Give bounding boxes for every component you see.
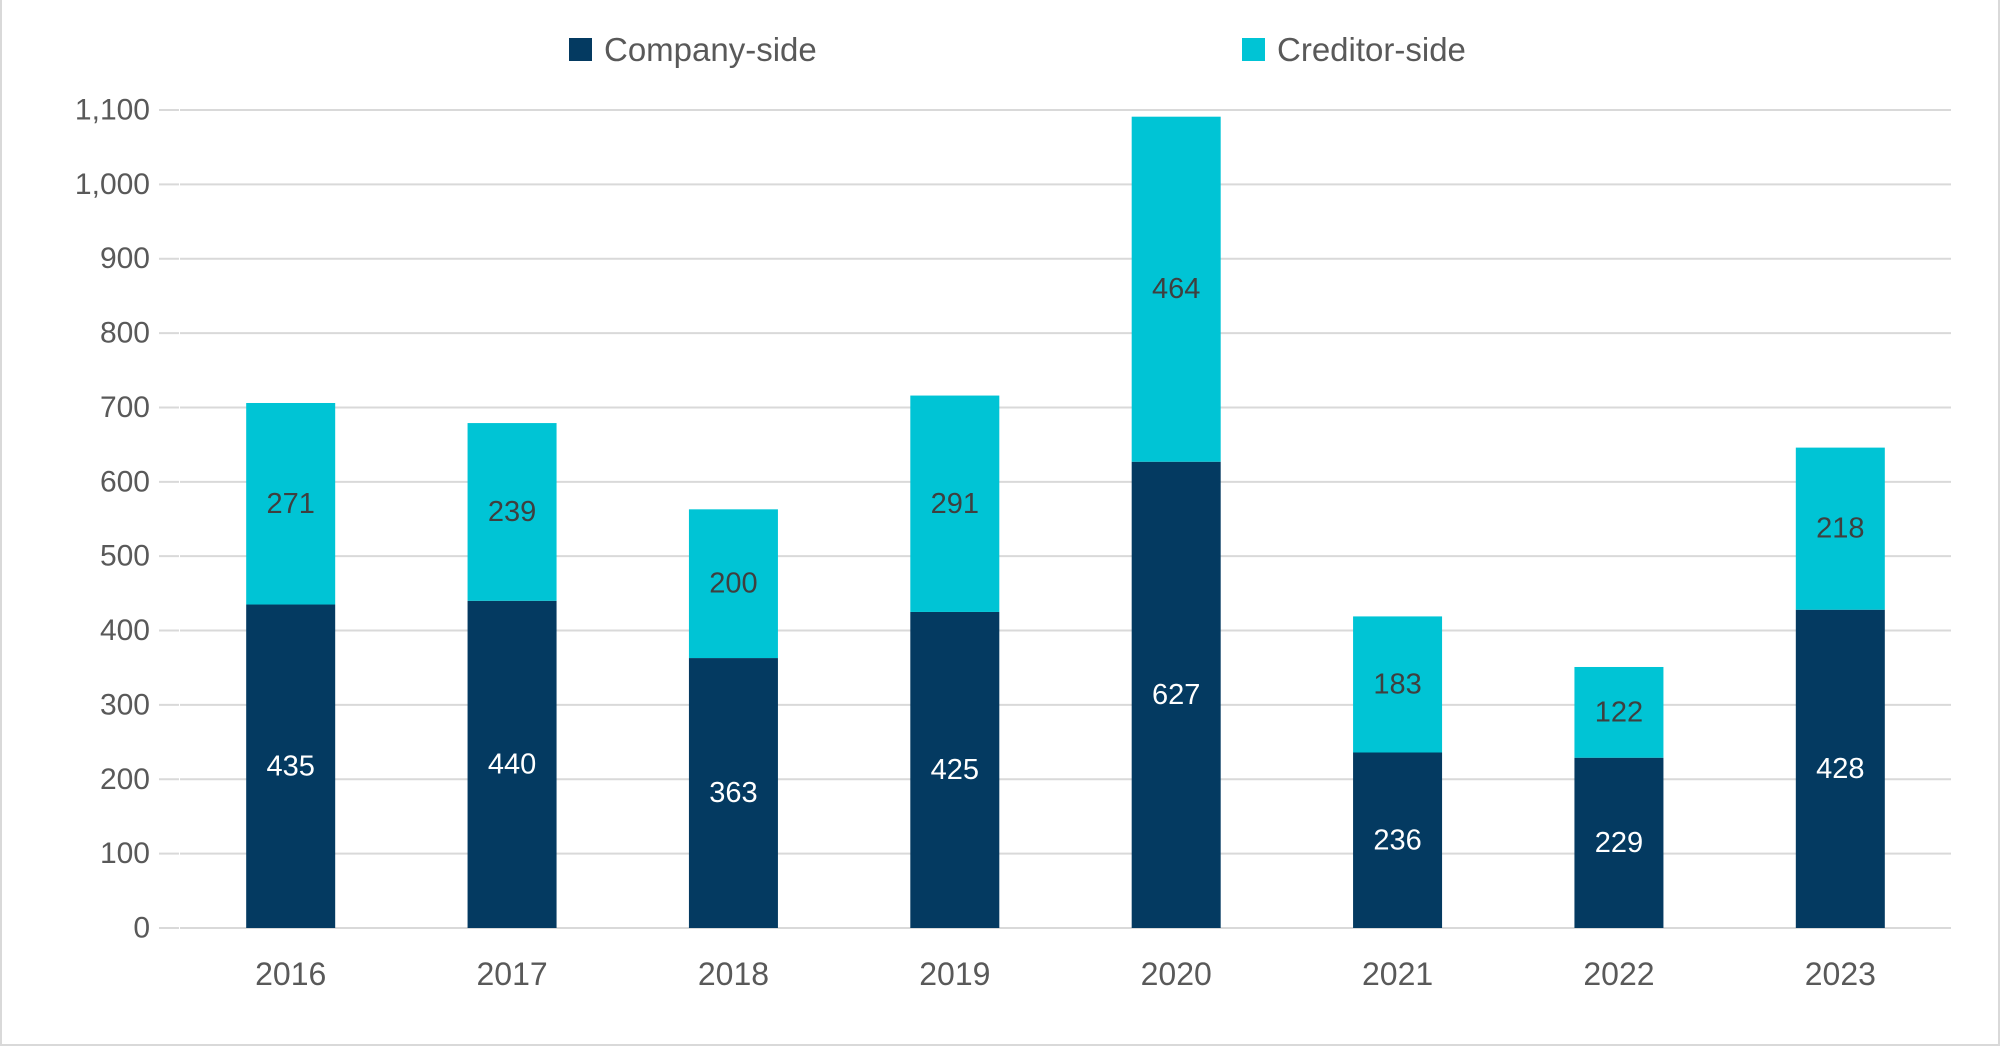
data-label-company-side-2022: 229 [1595,827,1643,859]
y-axis-tick-label: 500 [100,540,150,573]
data-label-creditor-side-2023: 218 [1816,513,1864,545]
x-axis-label-2017: 2017 [476,956,547,992]
data-label-company-side-2019: 425 [931,754,979,786]
bar-segment-company-side-2016 [246,604,336,928]
bar-segment-company-side-2017 [467,600,557,928]
bar-segment-company-side-2022 [1574,757,1664,928]
data-label-creditor-side-2021: 183 [1373,668,1421,700]
x-axis-label-2020: 2020 [1141,956,1212,992]
legend-label-company-side: Company-side [604,31,817,68]
bar-segment-creditor-side-2020 [1131,116,1221,462]
y-axis-tick-label: 200 [100,763,150,796]
y-axis-tick-label: 600 [100,465,150,498]
legend-label-creditor-side: Creditor-side [1277,31,1466,68]
bar-segment-creditor-side-2022 [1574,666,1664,758]
y-axis-tick-label: 900 [100,242,150,275]
data-label-creditor-side-2022: 122 [1595,696,1643,728]
data-label-company-side-2021: 236 [1373,824,1421,856]
bar-segment-company-side-2023 [1795,609,1885,928]
bar-segment-creditor-side-2021 [1353,616,1443,753]
data-label-creditor-side-2017: 239 [488,496,536,528]
data-label-company-side-2020: 627 [1152,679,1200,711]
legend-item-creditor-side: Creditor-side [1242,33,1466,66]
data-label-creditor-side-2016: 271 [266,488,314,520]
data-label-company-side-2023: 428 [1816,753,1864,785]
bar-segment-company-side-2021 [1353,752,1443,928]
x-axis-label-2021: 2021 [1362,956,1433,992]
y-axis-tick-label: 1,100 [75,94,150,127]
y-axis-tick-label: 0 [133,912,150,945]
bar-segment-company-side-2020 [1131,461,1221,928]
bar-segment-company-side-2019 [910,611,1000,928]
x-axis-label-2019: 2019 [919,956,990,992]
data-label-company-side-2017: 440 [488,748,536,780]
bar-segment-company-side-2018 [688,658,778,928]
data-label-creditor-side-2020: 464 [1152,273,1200,305]
creditor-side-swatch-icon [1242,38,1265,61]
bar-segment-creditor-side-2019 [910,395,1000,612]
y-axis-tick-label: 1,000 [75,168,150,201]
y-axis-tick-label: 300 [100,688,150,721]
y-axis-tick-label: 100 [100,837,150,870]
data-label-creditor-side-2019: 291 [931,488,979,520]
data-label-company-side-2016: 435 [266,750,314,782]
bar-segment-creditor-side-2017 [467,423,557,601]
x-axis-label-2016: 2016 [255,956,326,992]
y-axis-tick-label: 800 [100,317,150,350]
legend-item-company-side: Company-side [569,33,817,66]
data-label-company-side-2018: 363 [709,777,757,809]
x-axis-label-2022: 2022 [1583,956,1654,992]
company-side-swatch-icon [569,38,592,61]
y-axis-tick-label: 400 [100,614,150,647]
x-axis-label-2018: 2018 [698,956,769,992]
bar-segment-creditor-side-2023 [1795,447,1885,610]
y-axis-tick-label: 700 [100,391,150,424]
x-axis-label-2023: 2023 [1805,956,1876,992]
bar-segment-creditor-side-2016 [246,402,336,605]
data-label-creditor-side-2018: 200 [709,568,757,600]
bar-segment-creditor-side-2018 [688,509,778,659]
